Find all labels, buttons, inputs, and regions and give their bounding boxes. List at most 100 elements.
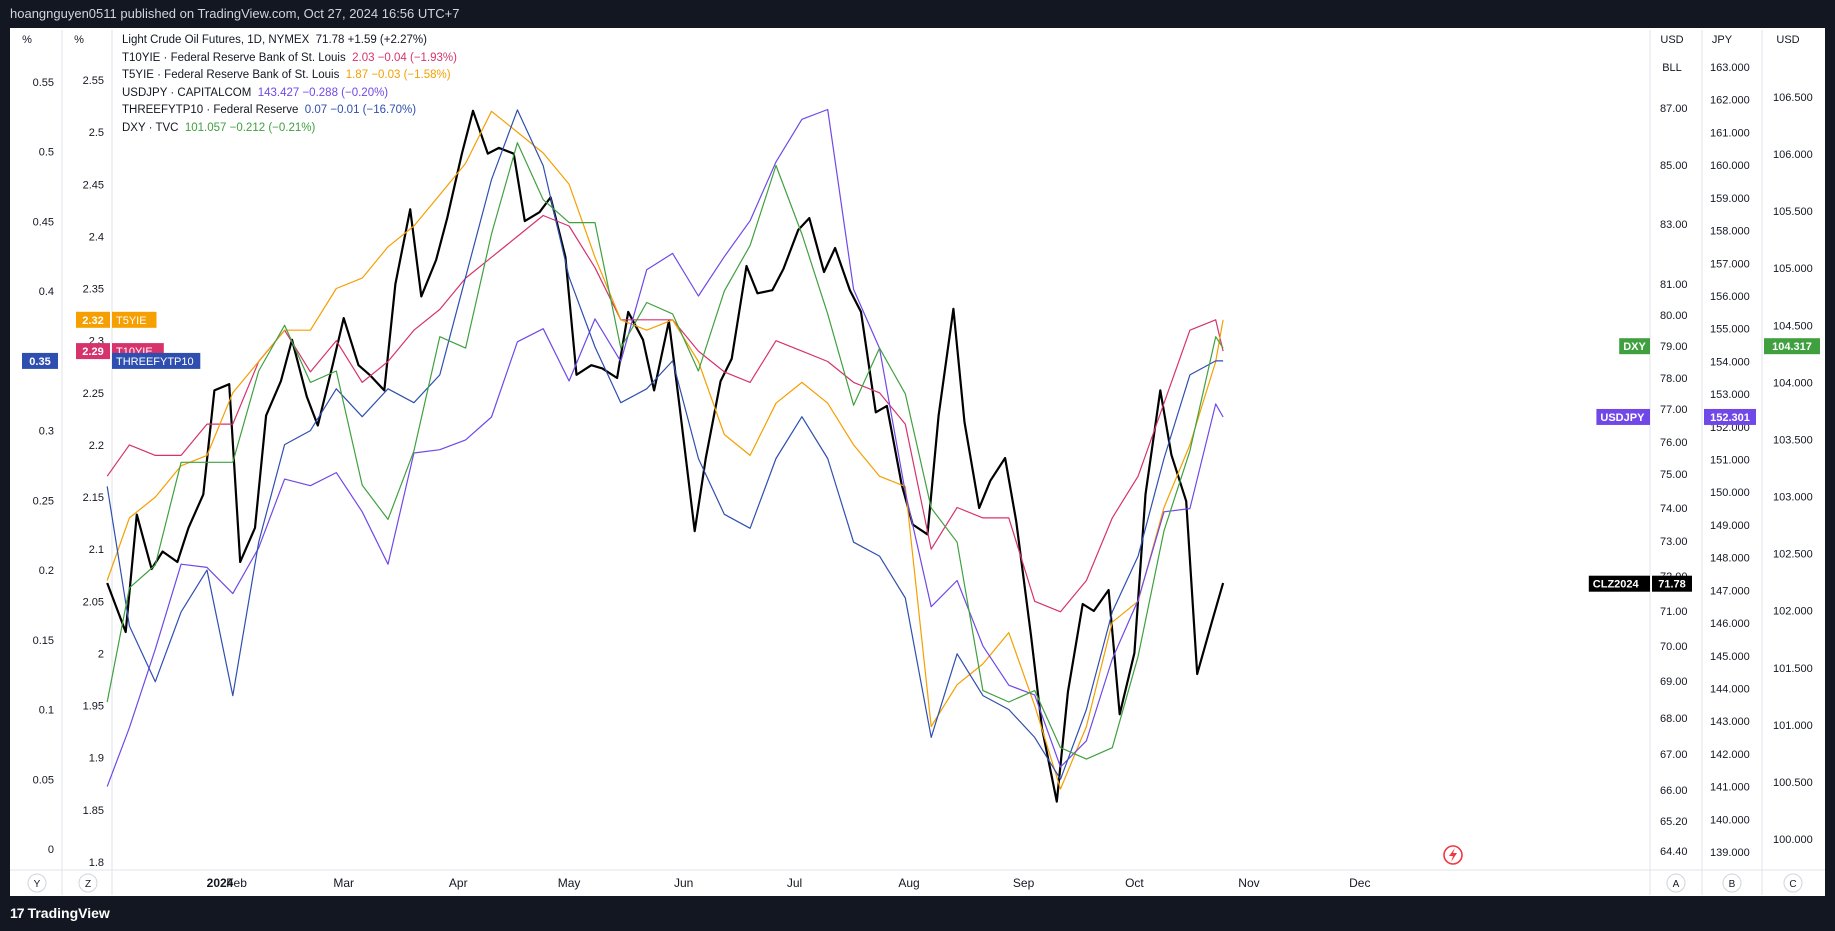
right1-tick-label: 64.40	[1660, 846, 1688, 858]
right2-tick-label: 148.000	[1710, 553, 1750, 565]
right2-tick-label: 157.000	[1710, 258, 1750, 270]
right1-tick-label: 69.00	[1660, 676, 1688, 688]
legend-row-dxy[interactable]: DXY · TVC 101.057 −0.212 (−0.21%)	[122, 120, 457, 138]
chart-frame	[10, 28, 1825, 896]
right1-tick-label: 87.00	[1660, 103, 1688, 115]
legend-name: Light Crude Oil Futures, 1D, NYMEX	[122, 34, 310, 46]
left2-tick-label: 1.95	[83, 701, 104, 713]
right1-tick-label: 74.00	[1660, 503, 1688, 515]
brand-name: TradingView	[27, 905, 110, 921]
right1-tick-label: 65.20	[1660, 816, 1688, 828]
right2-tick-label: 139.000	[1710, 847, 1750, 859]
right1-tick-label: 81.00	[1660, 279, 1688, 291]
series-line-crude[interactable]	[106, 109, 1225, 803]
right3-tick-label: 104.000	[1773, 377, 1813, 389]
x-tick-label: Nov	[1238, 876, 1259, 890]
tradingview-logo[interactable]: 17 TradingView	[10, 896, 110, 931]
right2-tick-label: 151.000	[1710, 455, 1750, 467]
left1-tick-label: 0.4	[39, 286, 54, 298]
left2-axis-unit: %	[74, 34, 84, 46]
price-tag-label: USDJPY	[1600, 412, 1645, 424]
legend-change: −0.212 (−0.21%)	[229, 121, 316, 134]
y-axis-button	[27, 873, 47, 893]
series-lines	[106, 108, 1225, 803]
right2-tick-label: 146.000	[1710, 618, 1750, 630]
right1-tick-label: 83.00	[1660, 219, 1688, 231]
right3-tick-label: 102.000	[1773, 606, 1813, 618]
right1-tick-label: 79.00	[1660, 341, 1688, 353]
right1-tick-label: 73.00	[1660, 536, 1688, 548]
y-axis-button-label: Y	[34, 879, 41, 890]
price-tag-label: THREEFYTP10	[116, 356, 194, 368]
legend: Light Crude Oil Futures, 1D, NYMEX 71.78…	[122, 32, 457, 138]
left1-tick-label: 0	[48, 844, 54, 856]
legend-row-t10yie[interactable]: T10YIE · Federal Reserve Bank of St. Lou…	[122, 50, 457, 68]
left1-tick-label: 0.2	[39, 565, 54, 577]
legend-change: +1.59 (+2.27%)	[347, 34, 427, 46]
x-tick-label: Aug	[898, 876, 919, 890]
right2-tick-label: 150.000	[1710, 487, 1750, 499]
lightning-icon[interactable]	[1443, 845, 1463, 865]
left2-tick-label: 1.9	[89, 753, 104, 765]
legend-change: −0.288 (−0.20%)	[302, 86, 389, 99]
right3-tick-label: 103.500	[1773, 434, 1813, 446]
legend-change: −0.04 (−1.93%)	[377, 51, 457, 64]
right2-tick-label: 154.000	[1710, 356, 1750, 368]
legend-row-usdjpy[interactable]: USDJPY · CAPITALCOM 143.427 −0.288 (−0.2…	[122, 85, 457, 103]
legend-value: 2.03	[352, 51, 375, 64]
right2-tick-label: 161.000	[1710, 127, 1750, 139]
price-tag-clz2024[interactable]: CLZ2024 71.78	[1588, 575, 1692, 592]
legend-row-threefytp10[interactable]: THREEFYTP10 · Federal Reserve 0.07 −0.01…	[122, 102, 457, 120]
a-axis-button-label: A	[1673, 879, 1680, 890]
series-line-tp10[interactable]	[106, 109, 1224, 780]
right2-tick-label: 140.000	[1710, 814, 1750, 826]
left1-tick-label: 0.05	[33, 774, 54, 786]
x-tick-label: Oct	[1125, 876, 1144, 890]
legend-change: −0.03 (−1.58%)	[371, 69, 451, 82]
c-axis-button-label: C	[1789, 879, 1796, 890]
right1-tick-label: 67.00	[1660, 749, 1688, 761]
price-tag-threefytp10[interactable]: 0.35 THREEFYTP10	[22, 352, 201, 369]
left2-tick-label: 1.85	[83, 805, 104, 817]
left2-tick-label: 2.5	[89, 127, 104, 139]
legend-value: 1.87	[345, 69, 369, 82]
series-line-t5[interactable]	[106, 110, 1224, 790]
right2-tick-label: 147.000	[1710, 585, 1750, 597]
left1-tick-label: 0.45	[33, 216, 54, 228]
legend-row-crude[interactable]: Light Crude Oil Futures, 1D, NYMEX 71.78…	[122, 32, 457, 50]
price-tag-t5yie[interactable]: 2.32 T5YIE	[76, 311, 157, 328]
right1-tick-label: 77.00	[1660, 404, 1688, 416]
left2-tick-label: 1.8	[89, 857, 104, 869]
x-tick-label: Mar	[333, 876, 354, 890]
legend-name: T5YIE · Federal Reserve Bank of St. Loui…	[122, 69, 340, 82]
price-tag-value: 152.301	[1710, 412, 1750, 424]
right2-tick-label: 153.000	[1710, 389, 1750, 401]
publisher-bar: hoangnguyen0511 published on TradingView…	[0, 0, 1835, 28]
left2-tick-label: 2.25	[83, 388, 104, 400]
price-tag-usdjpy[interactable]: USDJPY 152.301	[1596, 408, 1756, 425]
legend-row-t5yie[interactable]: T5YIE · Federal Reserve Bank of St. Loui…	[122, 67, 457, 85]
legend-name: T10YIE · Federal Reserve Bank of St. Lou…	[122, 51, 346, 64]
tradingview-logo-icon: 17	[10, 905, 25, 921]
right3-tick-label: 101.500	[1773, 663, 1813, 675]
footer-bar: 17 TradingView	[0, 896, 1835, 931]
right1-tick-label: 85.00	[1660, 160, 1688, 172]
c-axis-button	[1783, 873, 1803, 893]
legend-value: 143.427	[257, 86, 300, 99]
x-tick-label: Jun	[674, 876, 693, 890]
right3-tick-label: 103.000	[1773, 492, 1813, 504]
series-line-usdjpy[interactable]	[106, 108, 1224, 787]
z-axis-button-label: Z	[85, 879, 91, 890]
b-axis-button	[1722, 873, 1742, 893]
right1-tick-label: 76.00	[1660, 437, 1688, 449]
left2-tick-label: 2.4	[89, 231, 104, 243]
legend-value: 0.07	[304, 104, 328, 117]
right3-tick-label: 100.500	[1773, 777, 1813, 789]
price-tag-dxy[interactable]: DXY 104.317	[1619, 338, 1820, 355]
series-line-t10[interactable]	[106, 214, 1224, 613]
a-axis-button	[1666, 873, 1686, 893]
series-line-dxy[interactable]	[106, 142, 1224, 760]
x-tick-label: Feb	[226, 876, 247, 890]
